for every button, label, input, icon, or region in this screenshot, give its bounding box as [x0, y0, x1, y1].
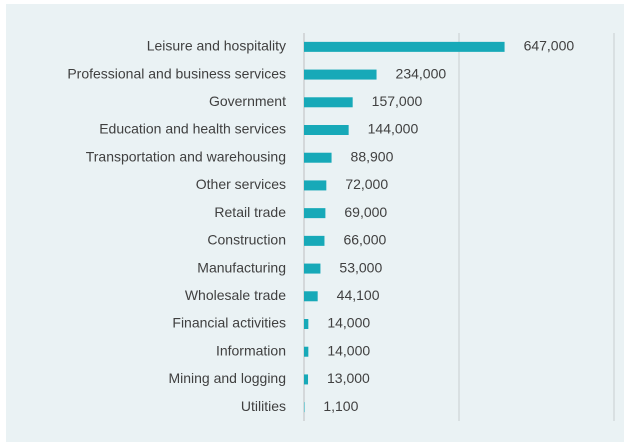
value-label: 13,000	[327, 370, 370, 386]
value-label: 53,000	[339, 259, 382, 275]
category-label: Other services	[196, 176, 286, 192]
value-label: 44,100	[337, 287, 380, 303]
value-label: 1,100	[323, 398, 358, 414]
category-label: Utilities	[241, 398, 286, 414]
bar	[304, 125, 349, 135]
value-label: 69,000	[344, 204, 387, 220]
bar	[304, 208, 326, 219]
bar	[304, 346, 309, 357]
bar	[304, 319, 309, 329]
bar	[304, 263, 321, 274]
value-label: 157,000	[372, 93, 423, 109]
value-label: 14,000	[327, 342, 370, 358]
category-label: Manufacturing	[197, 259, 286, 275]
category-label: Professional and business services	[67, 65, 286, 81]
value-label: 144,000	[368, 121, 419, 137]
value-label: 234,000	[396, 65, 447, 81]
bar	[304, 69, 377, 80]
bar	[304, 180, 327, 191]
bar	[304, 291, 318, 302]
value-label: 14,000	[327, 315, 370, 331]
bar	[304, 152, 332, 163]
value-label: 66,000	[343, 232, 386, 248]
category-label: Government	[209, 93, 286, 109]
bar	[304, 235, 325, 246]
category-label: Retail trade	[214, 204, 286, 220]
category-label: Leisure and hospitality	[147, 38, 286, 54]
bar	[304, 402, 305, 413]
category-label: Financial activities	[172, 315, 286, 331]
category-label: Transportation and warehousing	[86, 148, 286, 164]
category-label: Construction	[207, 232, 286, 248]
category-label: Education and health services	[99, 121, 286, 137]
category-label: Mining and logging	[168, 370, 286, 386]
value-label: 72,000	[345, 176, 388, 192]
bar	[304, 374, 309, 385]
value-label: 647,000	[524, 38, 575, 54]
bar	[304, 97, 353, 108]
category-label: Information	[216, 342, 286, 358]
bar	[304, 41, 505, 52]
category-label: Wholesale trade	[185, 287, 286, 303]
value-label: 88,900	[351, 148, 394, 164]
